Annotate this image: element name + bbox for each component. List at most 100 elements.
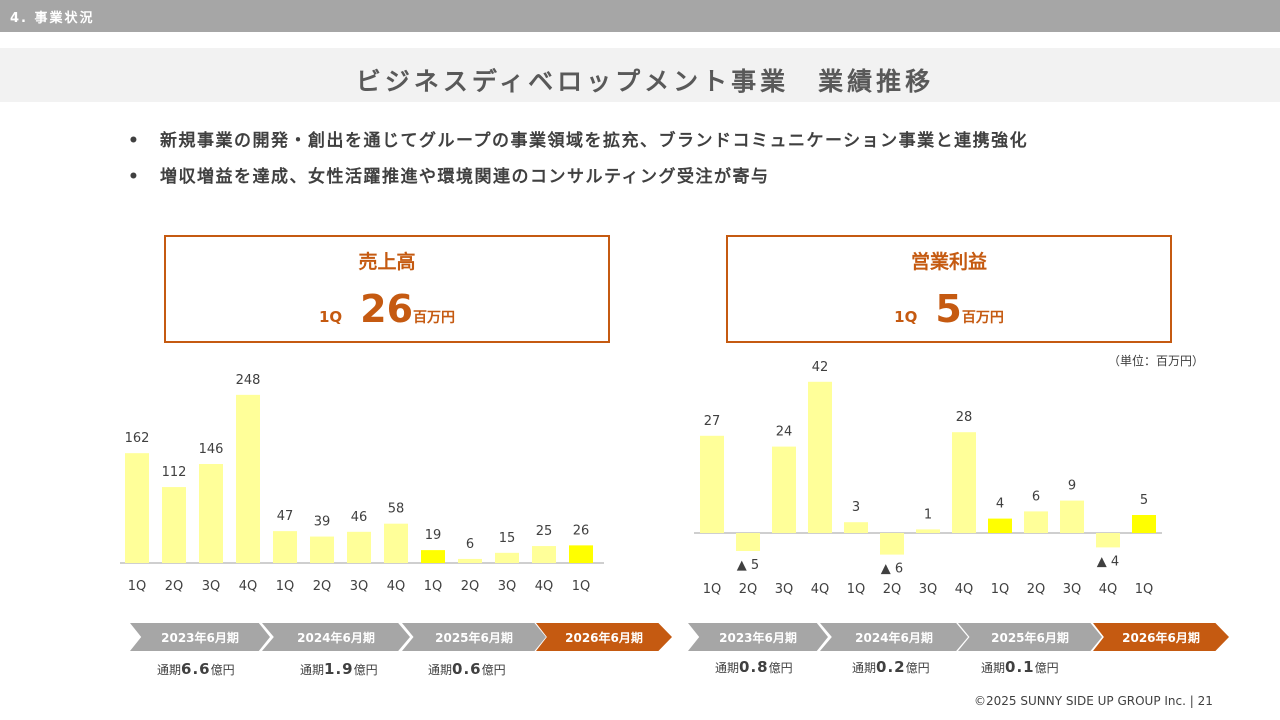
sales-category-label: 3Q [498,579,517,594]
sales-value-label: 112 [162,465,187,480]
sales-total-2024: 通期1.9億円 [300,660,378,678]
sales-bar [273,531,297,563]
sales-kpi-unit: 百万円 [413,310,456,326]
op-category-label: 3Q [1063,582,1082,597]
sales-bar [458,558,482,563]
op-period-arrow-2024: 2024年6月期 [820,623,968,651]
sales-period-arrow-2025: 2025年6月期 [402,623,546,651]
op-bar [1060,500,1084,533]
op-category-label: 1Q [1135,582,1154,597]
op-bar [844,522,868,533]
unit-note: （単位：百万円） [1108,354,1205,368]
op-bar [1024,511,1048,533]
op-bar [1132,515,1156,533]
sales-value-label: 26 [573,523,590,538]
bullet-2-text: 増収増益を達成、女性活躍推進や環境関連のコンサルティング受注が寄与 [160,167,770,187]
op-bar [1096,533,1120,548]
op-period-arrow-2026: 2026年6月期 [1093,623,1229,651]
op-category-label: 3Q [775,582,794,597]
op-category-label: 1Q [991,582,1010,597]
sales-kpi-label: 売上高 [358,251,416,273]
sales-value-label: 162 [125,431,150,446]
sales-value-label: 19 [425,528,442,543]
op-category-label: 2Q [883,582,902,597]
sales-total-2023: 通期6.6億円 [157,660,235,678]
sales-period-arrow-2026: 2026年6月期 [536,623,672,651]
sales-value-label: 6 [466,537,474,552]
sales-bar [199,464,223,563]
op-bar [772,446,796,533]
op-bar [808,381,832,533]
op-kpi-label: 営業利益 [910,251,987,273]
op-kpi-quarter: 1Q [894,308,918,326]
op-value-label: 5 [1140,493,1148,508]
bullet-marker: • [128,167,141,187]
bullet-1: • 新規事業の開発・創出を通じてグループの事業領域を拡充、ブランドコミュニケーショ… [128,126,1028,151]
sales-category-label: 2Q [313,579,332,594]
sales-category-label: 1Q [276,579,295,594]
sales-value-label: 46 [351,510,368,525]
op-category-label: 3Q [919,582,938,597]
sales-category-label: 3Q [350,579,369,594]
op-total-2023: 通期0.8億円 [715,658,793,676]
op-bar [952,432,976,533]
section-label: 4. 事業状況 [10,11,95,26]
op-value-label: 4 [996,497,1004,512]
sales-bar [347,531,371,563]
op-bar [736,533,760,551]
op-kpi-unit: 百万円 [961,310,1004,326]
op-kpi-box: 営業利益 1Q 5百万円 [726,235,1172,343]
op-bar [988,518,1012,533]
op-value-label: ▲ 6 [881,562,903,577]
op-kpi-value-row: 1Q 5百万円 [728,287,1170,331]
sales-category-label: 1Q [424,579,443,594]
sales-kpi-value-row: 1Q 26百万円 [166,287,608,331]
op-value-label: 28 [956,410,973,425]
op-value-label: 1 [924,507,932,522]
section-header-bar: 4. 事業状況 [0,0,1280,32]
op-value-label: ▲ 5 [737,558,759,573]
op-value-label: 9 [1068,479,1076,494]
sales-category-label: 1Q [128,579,147,594]
sales-category-label: 3Q [202,579,221,594]
sales-value-label: 146 [199,442,224,457]
bullet-1-text: 新規事業の開発・創出を通じてグループの事業領域を拡充、ブランドコミュニケーション… [160,131,1029,151]
sales-bar [162,487,186,563]
sales-category-label: 4Q [387,579,406,594]
bullet-2: • 増収増益を達成、女性活躍推進や環境関連のコンサルティング受注が寄与 [128,162,769,187]
sales-bar [532,546,556,563]
sales-kpi-box: 売上高 1Q 26百万円 [164,235,610,343]
op-bar [880,533,904,555]
footer-copyright: ©2025 SUNNY SIDE UP GROUP Inc. | 21 [974,694,1213,708]
op-value-label: 3 [852,500,860,515]
sales-bar [569,545,593,563]
title-band [0,48,1280,102]
sales-value-label: 25 [536,524,553,539]
bullet-marker: • [128,131,141,151]
op-category-label: 4Q [811,582,830,597]
sales-category-label: 4Q [239,579,258,594]
op-category-label: 2Q [739,582,758,597]
sales-value-label: 15 [499,531,516,546]
sales-value-label: 248 [236,373,261,388]
sales-value-label: 39 [314,515,331,530]
op-category-label: 2Q [1027,582,1046,597]
sales-category-label: 4Q [535,579,554,594]
sales-bar [236,394,260,563]
op-bar [700,435,724,533]
op-value-label: ▲ 4 [1097,554,1119,569]
op-value-label: 6 [1032,489,1040,504]
op-value-label: 27 [704,414,721,429]
op-total-2025: 通期0.1億円 [981,658,1059,676]
sales-period-arrow-2024: 2024年6月期 [262,623,410,651]
sales-bar [421,550,445,563]
sales-total-2025: 通期0.6億円 [428,660,506,678]
sales-bar [310,536,334,563]
op-period-arrow-2023: 2023年6月期 [688,623,828,651]
sales-kpi-value: 26 [360,287,414,331]
op-category-label: 1Q [847,582,866,597]
op-bar [916,529,940,533]
op-value-label: 24 [776,425,793,440]
op-category-label: 4Q [1099,582,1118,597]
